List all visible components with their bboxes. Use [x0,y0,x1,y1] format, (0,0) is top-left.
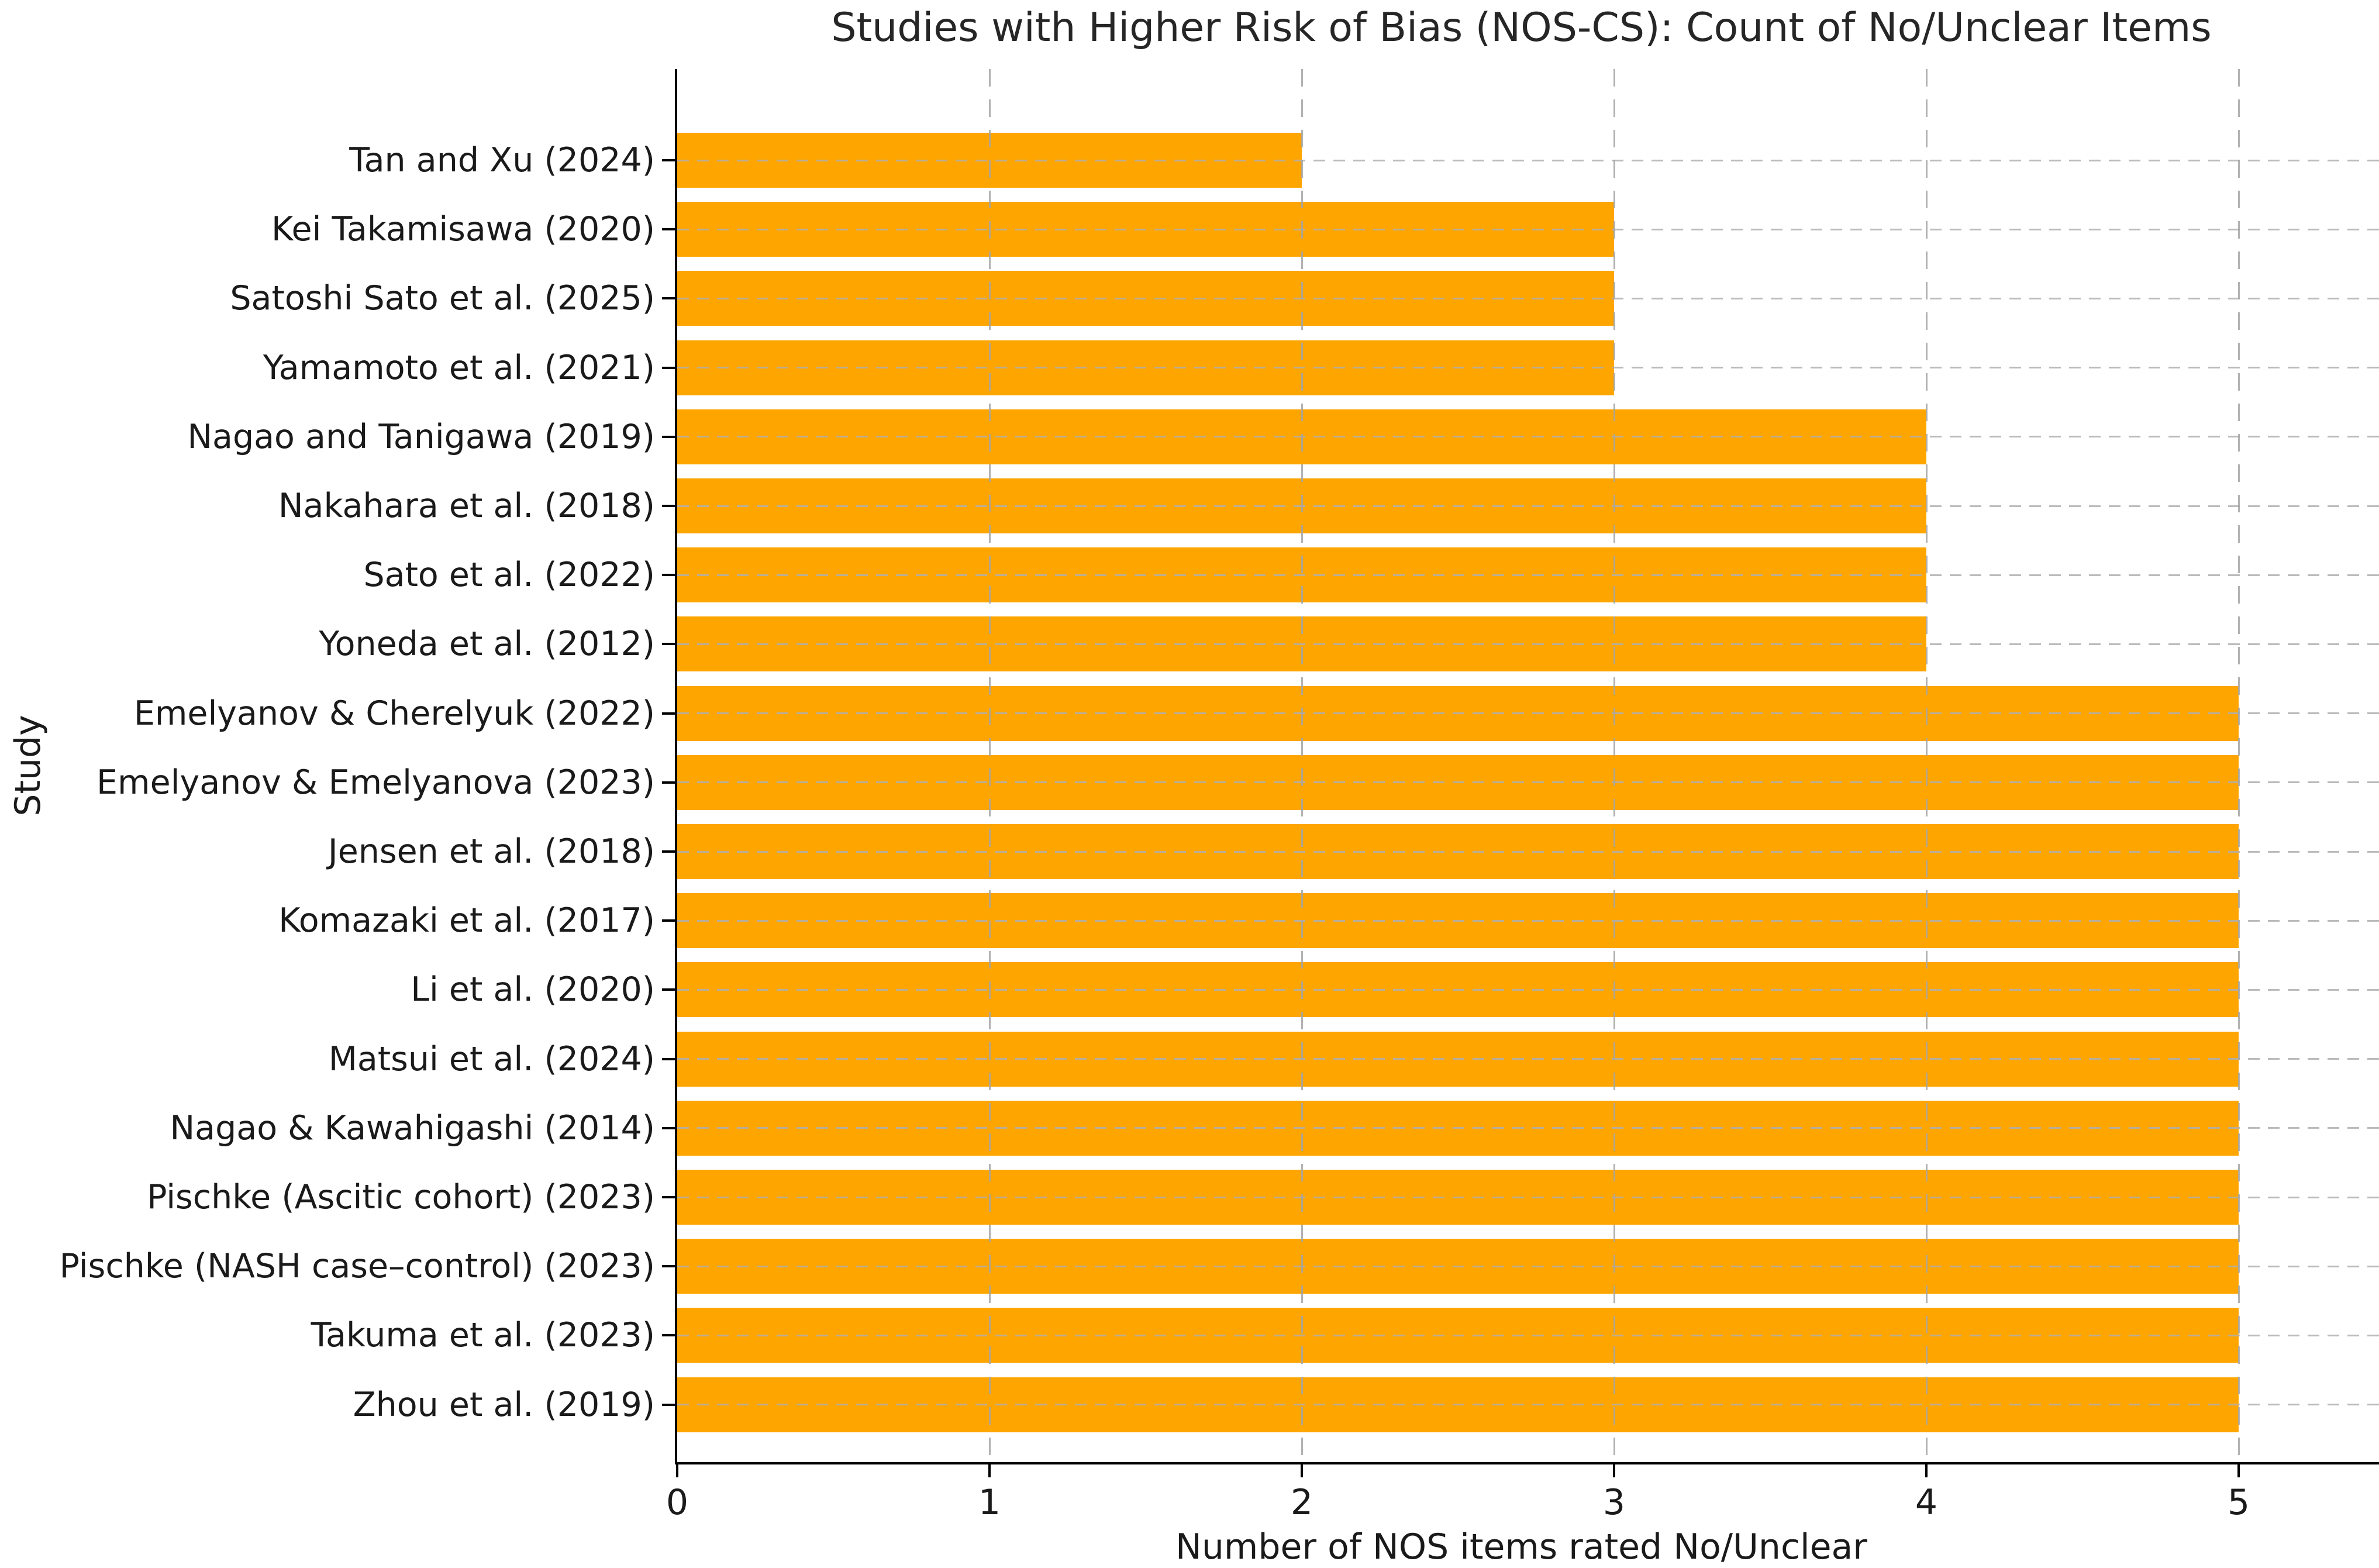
horizontal-gridline [677,436,2379,438]
x-tick-label: 3 [1602,1482,1626,1523]
y-tick-mark [662,159,675,161]
y-tick-label: Emelyanov & Cherelyuk (2022) [133,694,655,733]
horizontal-gridline [677,228,2379,230]
x-tick-label: 0 [666,1482,689,1523]
plot-area [662,69,2379,1477]
y-tick-mark [662,1057,675,1060]
y-tick-mark [662,366,675,369]
y-tick-label: Jensen et al. (2018) [327,832,655,871]
y-tick-labels: Tan and Xu (2024) Kei Takamisawa (2020) Sa… [0,69,655,1462]
y-tick-mark [662,1126,675,1129]
y-tick-label: Li et al. (2020) [411,970,655,1009]
y-tick-mark [662,1334,675,1337]
vertical-gridline [2237,69,2240,1462]
x-tick-mark [988,1464,991,1477]
x-tick-mark [1301,1464,1303,1477]
y-tick-mark [662,1265,675,1268]
y-tick-mark [662,1196,675,1198]
y-tick-label: Yamamoto et al. (2021) [263,348,655,387]
horizontal-gridline [677,159,2379,161]
x-axis-spine [675,1462,2379,1464]
y-axis-spine [675,69,677,1464]
y-tick-label: Nagao and Tanigawa (2019) [187,417,655,456]
x-tick-label: 5 [2227,1482,2250,1523]
horizontal-gridline [677,574,2379,576]
x-tick-label: 2 [1290,1482,1313,1523]
horizontal-gridline [677,712,2379,715]
horizontal-gridline [677,919,2379,922]
x-tick-label: 1 [978,1482,1001,1523]
vertical-gridline [1613,69,1615,1462]
y-tick-mark [662,712,675,715]
y-tick-label: Zhou et al. (2019) [353,1385,655,1424]
y-tick-label: Emelyanov & Emelyanova (2023) [96,763,655,802]
y-tick-mark [662,643,675,646]
horizontal-gridline [677,367,2379,369]
y-tick-label: Nakahara et al. (2018) [278,487,655,525]
y-tick-mark [662,297,675,300]
y-tick-mark [662,435,675,438]
x-tick-mark [2237,1464,2240,1477]
y-tick-mark [662,850,675,853]
y-tick-label: Satoshi Sato et al. (2025) [230,279,655,318]
horizontal-gridline [677,850,2379,853]
y-tick-label: Pischke (Ascitic cohort) (2023) [147,1178,655,1217]
y-tick-label: Takuma et al. (2023) [311,1316,655,1355]
horizontal-gridline [677,505,2379,507]
horizontal-gridline [677,297,2379,299]
y-tick-label: Komazaki et al. (2017) [278,901,655,940]
y-tick-mark [662,988,675,991]
y-tick-mark [662,919,675,922]
horizontal-gridline [677,1404,2379,1406]
vertical-gridline [988,69,991,1462]
y-tick-label: Tan and Xu (2024) [349,141,655,180]
horizontal-gridline [677,1334,2379,1336]
y-tick-mark [662,505,675,507]
x-tick-label: 4 [1915,1482,1938,1523]
chart-title: Studies with Higher Risk of Bias (NOS-CS… [831,5,2212,51]
y-tick-mark [662,228,675,231]
x-tick-mark [1925,1464,1928,1477]
y-tick-mark [662,574,675,577]
horizontal-gridline [677,1058,2379,1060]
horizontal-gridline [677,988,2379,991]
horizontal-gridline [677,781,2379,784]
y-tick-label: Yoneda et al. (2012) [319,625,655,664]
horizontal-gridline [677,643,2379,645]
vertical-gridline [1301,69,1303,1462]
x-tick-mark [1613,1464,1615,1477]
y-tick-label: Sato et al. (2022) [363,556,655,595]
y-tick-mark [662,781,675,784]
x-axis-label: Number of NOS items rated No/Unclear [1175,1526,1867,1567]
y-tick-label: Pischke (NASH case–control) (2023) [59,1247,655,1286]
y-tick-mark [662,1403,675,1406]
y-tick-label: Matsui et al. (2024) [328,1039,655,1078]
horizontal-gridline [677,1265,2379,1267]
x-tick-mark [676,1464,678,1477]
horizontal-gridline [677,1196,2379,1198]
horizontal-gridline [677,1127,2379,1129]
y-tick-label: Kei Takamisawa (2020) [271,210,655,249]
y-tick-label: Nagao & Kawahigashi (2014) [170,1108,655,1147]
vertical-gridline [1925,69,1928,1462]
